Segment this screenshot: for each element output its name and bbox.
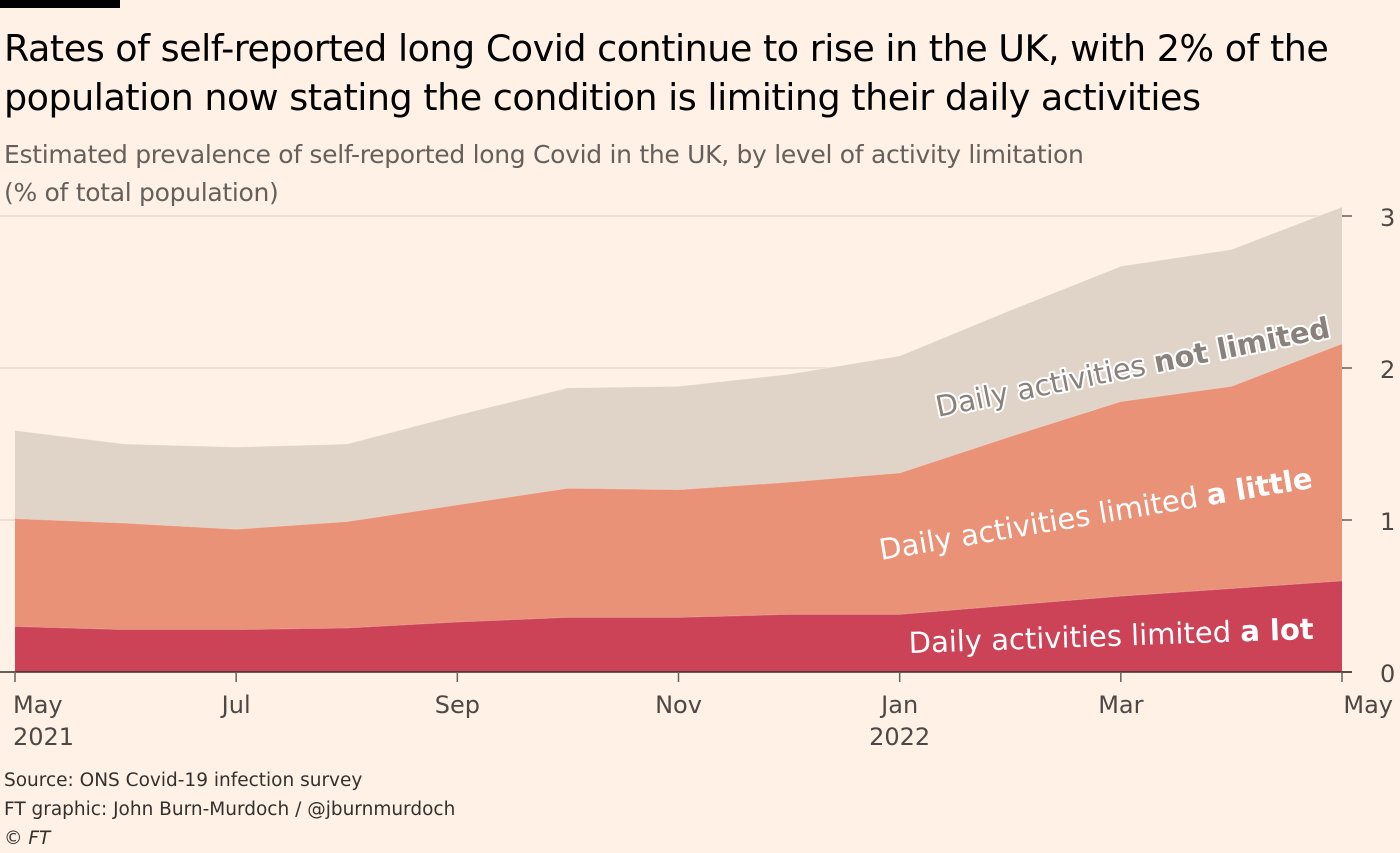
y-tick-label-3: 3 bbox=[1380, 204, 1395, 232]
annotation-lot-emph: a lot bbox=[1240, 612, 1315, 649]
x-tick-label-3: Nov bbox=[655, 691, 702, 719]
chart-subtitle: Estimated prevalence of self-reported lo… bbox=[4, 136, 1384, 212]
y-tick-label-2: 2 bbox=[1380, 356, 1395, 384]
y-tick-label-1: 1 bbox=[1380, 508, 1395, 536]
y-tick-label-0: 0 bbox=[1380, 660, 1395, 688]
ft-top-bar bbox=[0, 0, 120, 8]
x-tick-sublabel-0: 2021 bbox=[13, 723, 74, 751]
subtitle-line-2: (% of total population) bbox=[4, 178, 279, 207]
area-limited-little bbox=[15, 343, 1342, 630]
chart-title: Rates of self-reported long Covid contin… bbox=[4, 27, 1329, 119]
area-limited-lot bbox=[15, 580, 1342, 672]
x-tick-label-4: Jan bbox=[879, 691, 918, 719]
area-series bbox=[14, 206, 1343, 672]
copyright: © FT bbox=[4, 828, 51, 849]
x-tick-label-5: Mar bbox=[1098, 691, 1143, 719]
y-axis: 0 1 2 3 bbox=[1342, 204, 1395, 688]
x-tick-sublabel-4: 2022 bbox=[869, 723, 930, 751]
area-not-limited bbox=[15, 206, 1342, 530]
area-edge-not-limited bbox=[14, 206, 1343, 448]
subtitle-line-1: Estimated prevalence of self-reported lo… bbox=[4, 140, 1084, 169]
chart-footer: Source: ONS Covid-19 infection survey FT… bbox=[4, 766, 455, 853]
x-tick-label-1: Jul bbox=[220, 691, 251, 719]
x-tick-label-0: May bbox=[13, 691, 63, 719]
x-tick-label-6: May bbox=[1343, 691, 1393, 719]
graphic-credit: FT graphic: John Burn-Murdoch / @jburnmu… bbox=[4, 799, 456, 820]
x-tick-label-2: Sep bbox=[435, 691, 480, 719]
source-note: Source: ONS Covid-19 infection survey bbox=[4, 770, 363, 791]
x-axis: May 2021 Jul Sep Nov Jan 2022 Mar May bbox=[0, 671, 1393, 751]
